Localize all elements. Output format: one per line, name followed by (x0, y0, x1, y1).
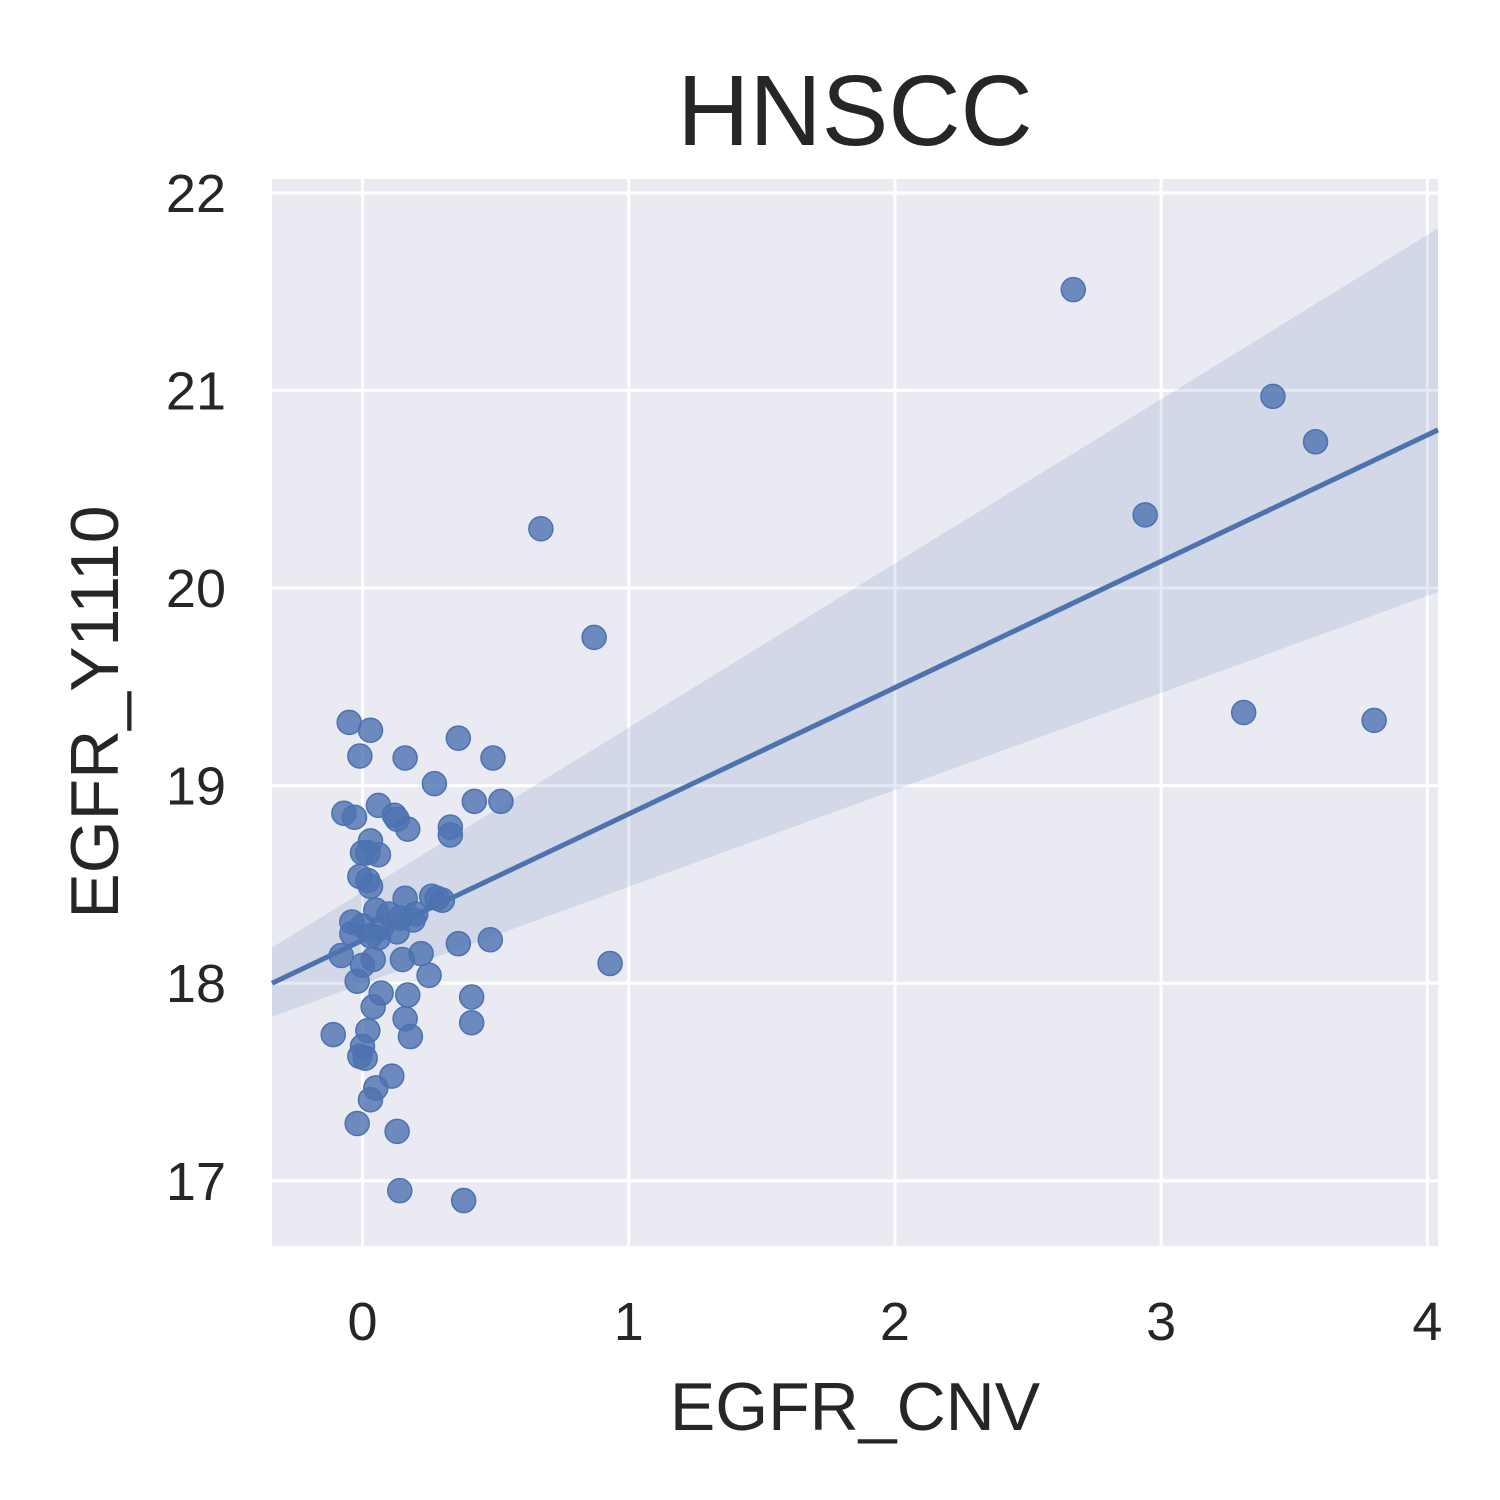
x-tick-label: 4 (1412, 1292, 1442, 1352)
data-point (344, 968, 370, 994)
data-point (344, 1110, 370, 1137)
data-point (458, 1009, 485, 1036)
regression-line (270, 427, 1440, 986)
data-point (357, 873, 384, 900)
data-point (437, 822, 464, 848)
data-point (320, 1021, 346, 1048)
data-point (480, 745, 506, 771)
x-tick-label: 2 (880, 1292, 910, 1352)
y-tick-labels: 17 18 19 20 21 22 (166, 164, 226, 1212)
data-point (347, 743, 373, 769)
y-tick-label: 21 (166, 361, 226, 421)
confidence-band (272, 228, 1438, 1017)
data-point (528, 515, 554, 542)
data-point (1260, 383, 1286, 410)
data-point (387, 1177, 413, 1204)
data-point (360, 946, 386, 973)
data-point (416, 962, 442, 989)
x-axis-label: EGFR_CNV (670, 1369, 1041, 1445)
data-point (458, 984, 485, 1010)
data-point (461, 788, 488, 815)
data-point (341, 804, 368, 830)
y-tick-label: 17 (166, 1152, 226, 1212)
data-point (445, 725, 472, 751)
data-point (581, 624, 607, 651)
data-point (389, 946, 416, 973)
y-tick-label: 19 (166, 757, 226, 817)
data-point (392, 745, 418, 771)
chart-title: HNSCC (677, 55, 1033, 167)
data-point (488, 788, 514, 815)
y-tick-label: 18 (166, 954, 226, 1014)
data-point (357, 1087, 384, 1113)
y-tick-label: 22 (166, 164, 226, 224)
data-point (1361, 707, 1387, 734)
data-point (450, 1187, 477, 1214)
data-point (384, 1118, 410, 1145)
data-point (1060, 276, 1087, 303)
x-tick-label: 0 (347, 1292, 377, 1352)
data-point (395, 982, 421, 1008)
data-point (397, 1023, 424, 1050)
data-point (421, 770, 448, 797)
data-point (352, 1045, 378, 1072)
x-tick-labels: 0 1 2 3 4 (347, 1292, 1442, 1352)
y-axis-label: EGFR_Y1110 (57, 505, 133, 918)
data-point (355, 840, 381, 866)
y-tick-label: 20 (166, 559, 226, 619)
confidence-band-area (272, 228, 1438, 1017)
data-point (360, 994, 386, 1020)
regression-line-group (270, 427, 1440, 986)
x-tick-label: 1 (614, 1292, 644, 1352)
data-point (336, 709, 362, 736)
x-tick-label: 3 (1146, 1292, 1176, 1352)
data-point (357, 717, 384, 744)
data-point (445, 930, 472, 957)
data-point (1132, 502, 1158, 528)
data-point (395, 816, 421, 842)
grid-lines (272, 179, 1438, 1246)
data-point (1230, 699, 1257, 726)
data-point (477, 926, 504, 953)
data-point (1302, 429, 1329, 455)
data-point (597, 950, 623, 977)
